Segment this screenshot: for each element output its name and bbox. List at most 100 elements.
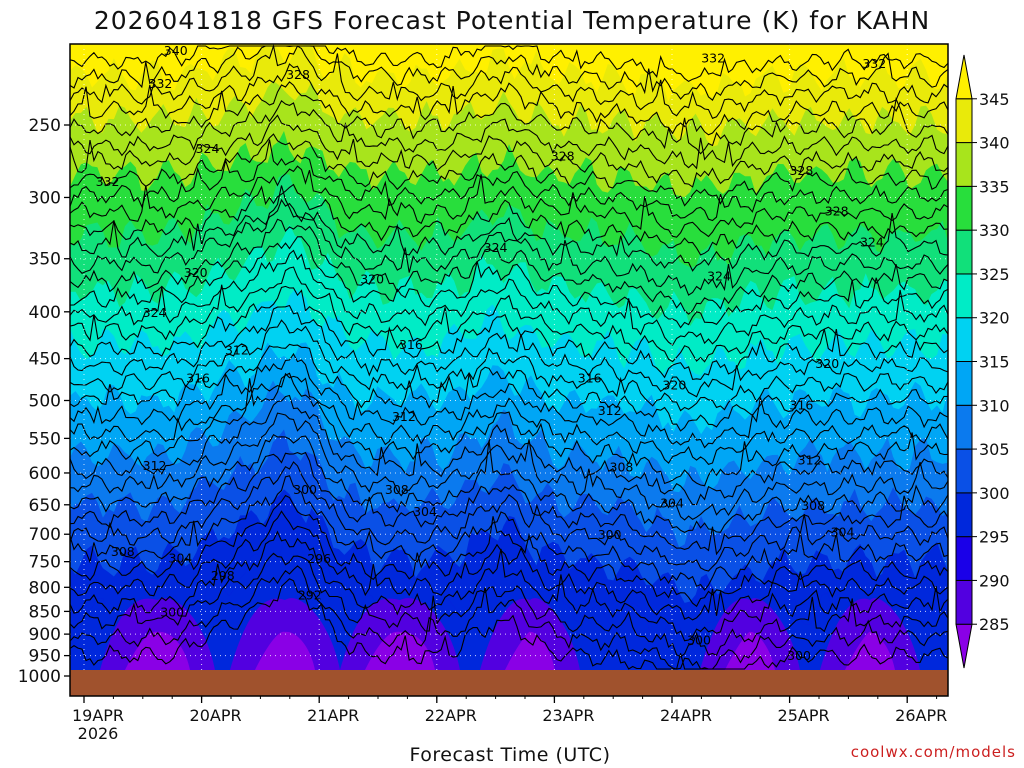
contour-line — [70, 530, 948, 642]
colorbar-segment — [955, 448, 973, 494]
color-band — [365, 631, 435, 670]
contour-line — [70, 45, 948, 83]
contour-label: 312 — [225, 343, 249, 358]
contour-line — [70, 343, 948, 432]
contour-label: 320 — [815, 356, 839, 371]
contour-label: 316 — [186, 371, 210, 386]
x-tick-label: 19APR — [72, 706, 124, 725]
contour-line — [70, 475, 948, 591]
colorbar-segment — [955, 361, 973, 406]
contour-line — [70, 433, 948, 534]
contour-label: 304 — [169, 550, 193, 565]
grid-lines — [70, 44, 948, 696]
contour-line — [70, 304, 948, 398]
contour-line — [70, 461, 948, 572]
y-tick-label: 350 — [29, 250, 61, 270]
x-tick-label: 24APR — [660, 706, 712, 725]
contour-label: 312 — [598, 403, 622, 418]
contour-line — [70, 236, 948, 329]
contour-line — [70, 578, 948, 670]
contour-value-labels: 340 332 332 328 332 332 328 328 328 324 324 324 324 3… — [96, 43, 887, 663]
contour-label: 312 — [798, 452, 822, 467]
x-tick-label: 22APR — [425, 706, 477, 725]
colorbar: 285 290 295 300 305 310 315 320 325 330 335 340 345 — [955, 54, 1010, 669]
contour-line — [70, 44, 948, 119]
contour-line — [70, 249, 948, 346]
contour-label: 340 — [164, 43, 188, 58]
contour-line — [70, 266, 948, 363]
contour-label: 316 — [399, 337, 423, 352]
contour-line — [70, 114, 948, 188]
contour-label: 316 — [789, 397, 813, 412]
y-tick-label: 650 — [29, 496, 61, 516]
contour-line — [70, 45, 948, 101]
contour-line — [70, 165, 948, 238]
x-axis: 19APR 20APR 21APR 22APR 23APR 24APR 25APR 26APR… — [72, 696, 947, 743]
colorbar-segment — [955, 492, 973, 538]
contour-label: 324 — [860, 234, 884, 249]
contour-label: 312 — [143, 458, 167, 473]
colorbar-tick-label: 295 — [979, 528, 1010, 547]
y-tick-label: 400 — [29, 303, 61, 323]
colorbar-tick-label: 285 — [979, 615, 1010, 634]
contour-line — [70, 285, 948, 381]
contour-label: 324 — [484, 240, 508, 255]
colorbar-tick-label: 305 — [979, 440, 1010, 459]
contour-line — [70, 63, 948, 136]
contour-line — [70, 183, 948, 256]
colorbar-segment — [955, 623, 973, 669]
contour-line — [70, 198, 948, 272]
contour-label: 324 — [707, 268, 731, 283]
x-tick-label: 26APR — [895, 706, 947, 725]
y-tick-label: 700 — [29, 525, 61, 545]
contour-line — [70, 218, 948, 315]
contour-line — [70, 394, 948, 506]
contour-label: 292 — [298, 588, 322, 603]
y-tick-label: 550 — [29, 429, 61, 449]
contour-label: 328 — [789, 163, 813, 178]
contour-label: 304 — [660, 495, 684, 510]
contour-label: 316 — [578, 371, 602, 386]
contour-line — [70, 352, 948, 449]
plot-frame — [69, 43, 949, 697]
colorbar-segment — [955, 98, 973, 144]
contour-line — [70, 319, 948, 412]
y-tick-label: 750 — [29, 553, 61, 573]
contour-label: 320 — [184, 265, 208, 280]
ground-terrain — [70, 670, 948, 696]
x-axis-label: Forecast Time (UTC) — [409, 744, 611, 766]
contour-label: 300 — [598, 527, 622, 542]
contour-label: 308 — [111, 544, 135, 559]
colorbar-segment — [955, 229, 973, 275]
contour-label: 308 — [385, 482, 409, 497]
contour-label: 308 — [610, 459, 634, 474]
colorbar-segment — [955, 54, 973, 100]
y-tick-label: 300 — [29, 188, 61, 208]
colorbar-tick-label: 310 — [979, 396, 1010, 415]
contour-label: 312 — [392, 409, 416, 424]
colorbar-segment — [955, 273, 973, 319]
x-year-label: 2026 — [78, 724, 119, 743]
contour-line — [70, 510, 948, 621]
contour-label: 296 — [307, 551, 331, 566]
color-band — [125, 631, 190, 670]
contour-label: 332 — [96, 174, 120, 189]
colorbar-segment — [955, 142, 973, 187]
contour-line — [70, 372, 948, 466]
color-band — [255, 631, 315, 670]
contour-label: 332 — [149, 76, 173, 91]
contour-label: 324 — [196, 141, 220, 156]
contour-label: 332 — [701, 51, 725, 66]
contour-line — [70, 552, 948, 658]
contour-label: 300 — [687, 632, 711, 647]
y-tick-label: 950 — [29, 647, 61, 667]
contour-label: 300 — [160, 604, 184, 619]
colorbar-tick-label: 325 — [979, 265, 1010, 284]
contour-line — [70, 451, 948, 556]
colorbar-tick-label: 315 — [979, 353, 1010, 372]
colorbar-tick-label: 330 — [979, 221, 1010, 240]
contour-line — [70, 99, 948, 170]
colorbar-segment — [955, 536, 973, 581]
y-tick-label: 250 — [29, 116, 61, 136]
